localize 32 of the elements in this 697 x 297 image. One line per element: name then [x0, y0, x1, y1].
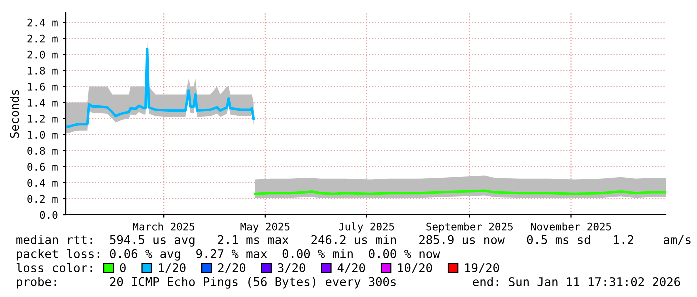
text: median rtt: 594.5 us avg 2.1 ms max 246.2 us min 285.9 us now 0.5 ms sd 1.2 am/s [16, 235, 691, 247]
y-tick-label: 1.6 m [28, 83, 58, 91]
line-series [66, 48, 256, 128]
legend-label: 0 [120, 263, 126, 272]
text: end: Sun Jan 11 17:31:02 2026 [473, 277, 680, 286]
y-axis-title: Seconds [10, 90, 20, 138]
text: packet loss: 0.06 % avg 9.27 % max 0.00 % min 0.00 % now [17, 249, 440, 261]
x-tick-label: September 2025 [426, 222, 513, 233]
legend-label: 19/20 [465, 263, 500, 274]
x-tick-label: November 2025 [531, 222, 612, 231]
y-tick-label: 0.4 m [28, 179, 58, 188]
legend-label: 2/20 [218, 263, 246, 274]
y-tick-label: 0.2 m [28, 195, 58, 204]
y-tick-label: 1.8 m [28, 66, 58, 75]
legend-label: 3/20 [278, 263, 306, 274]
y-tick-label: 1.2 m [28, 115, 58, 123]
y-tick-label: 1.0 m [28, 131, 58, 139]
legend-label: 10/20 [398, 263, 432, 274]
text: probe: 20 ICMP Echo Pings (56 Bytes) every 300s [17, 277, 396, 289]
x-tick-label: March 2025 [133, 222, 195, 231]
legend-label: 1/20 [159, 263, 186, 274]
y-tick-label: 2.0 m [28, 50, 58, 59]
y-tick-label: 1.4 m [28, 99, 58, 107]
x-tick-label: July 2025 [339, 222, 394, 233]
y-tick-label: 0.0 [40, 211, 58, 220]
y-tick-label: 2.2 m [28, 34, 58, 43]
y-tick-label: 0.8 m [28, 147, 58, 156]
legend-title: loss color: [16, 263, 92, 272]
x-tick-label: May 2025 [240, 222, 290, 233]
y-tick-label: 2.4 m [28, 18, 58, 27]
legend-label: 4/20 [338, 263, 366, 274]
y-tick-label: 0.6 m [28, 163, 58, 172]
